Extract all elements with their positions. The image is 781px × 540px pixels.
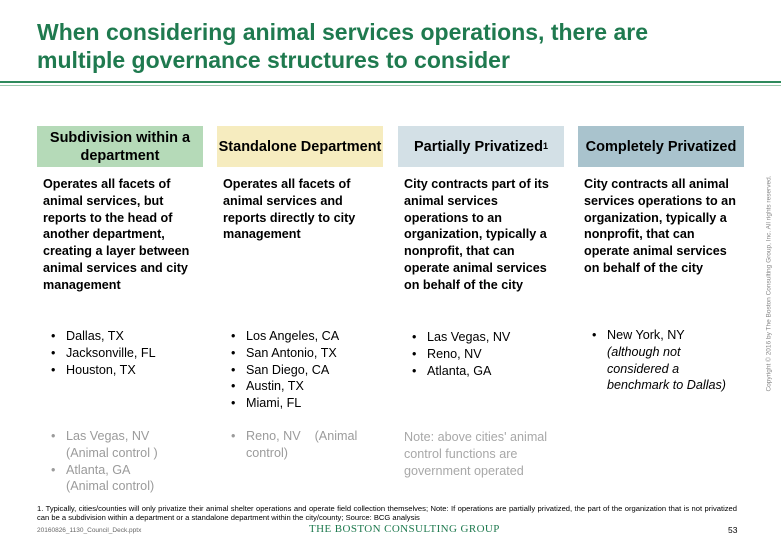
- list-item: Las Vegas, NV: [398, 329, 510, 346]
- column-header-text: Partially Privatized: [414, 139, 543, 155]
- list-item: Las Vegas, NV (Animal control ): [37, 428, 158, 462]
- list-item: Jacksonville, FL: [37, 345, 156, 362]
- list-item: Austin, TX: [217, 378, 339, 395]
- column-description: Operates all facets of animal services a…: [217, 176, 383, 243]
- document-name: 20160826_1130_Council_Deck.pptx: [37, 527, 141, 534]
- column-completely-privatized: Completely Privatized City contracts all…: [578, 126, 744, 277]
- list-item: Miami, FL: [217, 395, 339, 412]
- city-name: Atlanta, GA: [66, 463, 130, 477]
- footnote: 1. Typically, cities/counties will only …: [37, 504, 737, 523]
- list-item: Los Angeles, CA: [217, 328, 339, 345]
- list-item: Atlanta, GA: [398, 363, 510, 380]
- column-partially-privatized: Partially Privatized1 City contracts par…: [398, 126, 564, 294]
- city-note: (although not considered a benchmark to …: [607, 344, 728, 394]
- city-name: Las Vegas, NV: [66, 429, 149, 443]
- city-note: (Animal control ): [66, 445, 158, 462]
- city-list: Dallas, TX Jacksonville, FL Houston, TX: [37, 328, 156, 378]
- city-list: New York, NY (although not considered a …: [578, 327, 728, 394]
- list-item: Reno, NV (Animal control): [217, 428, 377, 462]
- copyright-notice: Copyright © 2016 by The Boston Consultin…: [766, 175, 773, 391]
- grey-city-list: Reno, NV (Animal control): [217, 428, 377, 462]
- footnote-marker: 1: [543, 141, 548, 151]
- column-header: Completely Privatized: [578, 126, 744, 167]
- list-item: San Antonio, TX: [217, 345, 339, 362]
- city-list: Las Vegas, NV Reno, NV Atlanta, GA: [398, 329, 510, 379]
- list-item: New York, NY (although not considered a …: [578, 327, 728, 394]
- city-name: Reno, NV: [246, 429, 301, 443]
- column-header: Partially Privatized1: [398, 126, 564, 167]
- list-item: San Diego, CA: [217, 362, 339, 379]
- city-list: Los Angeles, CA San Antonio, TX San Dieg…: [217, 328, 339, 412]
- grey-city-list: Las Vegas, NV (Animal control ) Atlanta,…: [37, 428, 158, 495]
- city-name: New York, NY: [607, 328, 685, 342]
- list-item: Dallas, TX: [37, 328, 156, 345]
- column-header-label: Subdivision within a department: [37, 129, 203, 165]
- column-standalone: Standalone Department Operates all facet…: [217, 126, 383, 243]
- column-header-label: Standalone Department: [219, 138, 382, 156]
- column-header-label: Partially Privatized1: [414, 138, 548, 156]
- bcg-logo: THE BOSTON CONSULTING GROUP: [309, 523, 500, 535]
- list-item: Houston, TX: [37, 362, 156, 379]
- title-divider-thin: [0, 85, 781, 86]
- column-description: City contracts part of its animal servic…: [398, 176, 564, 294]
- column-description: Operates all facets of animal services, …: [37, 176, 203, 294]
- column-header: Subdivision within a department: [37, 126, 203, 167]
- city-note: (Animal control): [66, 478, 158, 495]
- page-number: 53: [728, 525, 737, 535]
- column-note: Note: above cities' animal control funct…: [404, 429, 564, 479]
- list-item: Reno, NV: [398, 346, 510, 363]
- slide-title: When considering animal services operati…: [37, 18, 737, 74]
- title-divider: [0, 81, 781, 83]
- column-subdivision: Subdivision within a department Operates…: [37, 126, 203, 294]
- column-description: City contracts all animal services opera…: [578, 176, 744, 277]
- column-header-label: Completely Privatized: [586, 138, 737, 156]
- list-item: Atlanta, GA (Animal control): [37, 462, 158, 496]
- column-header: Standalone Department: [217, 126, 383, 167]
